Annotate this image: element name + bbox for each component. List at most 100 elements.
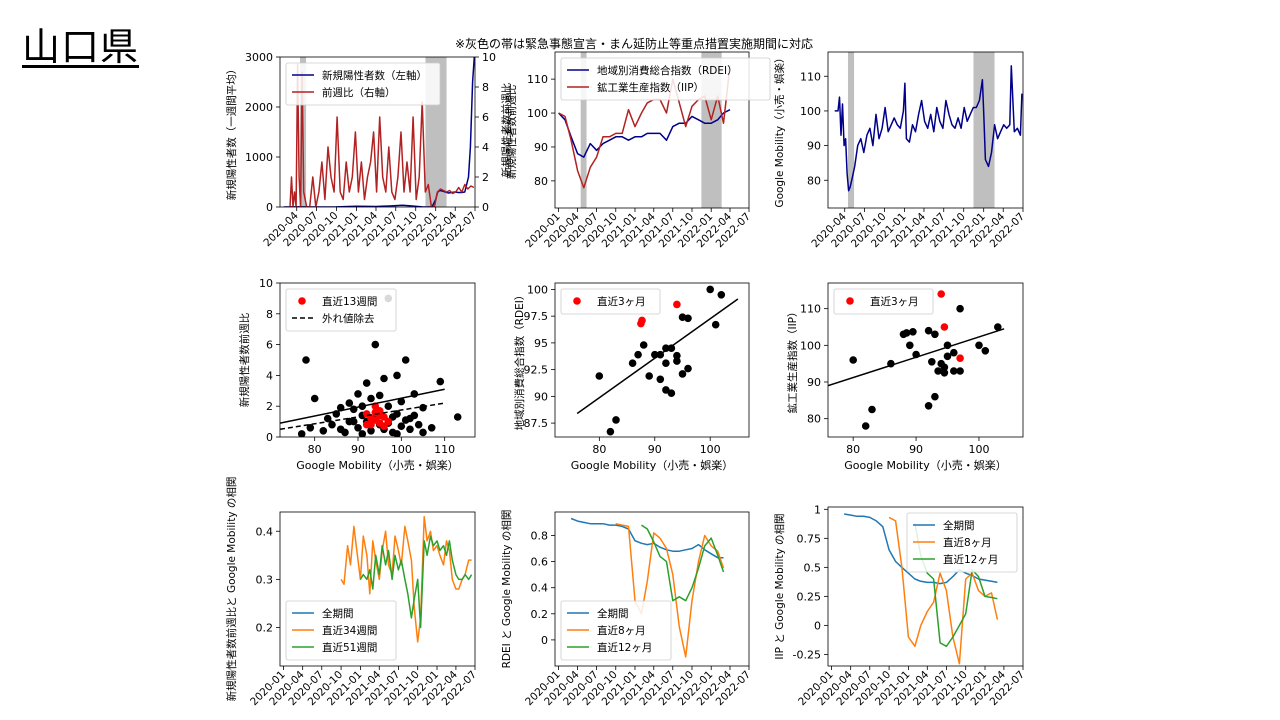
y-tick-label: 110 xyxy=(800,303,821,316)
y-tick-label: 80 xyxy=(807,413,821,426)
y-tick-label: 100 xyxy=(800,105,821,118)
plot-area xyxy=(844,513,999,665)
scatter-point xyxy=(612,416,620,424)
legend-label: 新規陽性者数（左軸） xyxy=(322,69,427,82)
chart-iip-correlation: -0.25 0 0.25 0.5 0.75 1 IIP と Google Mobility … xyxy=(773,503,1027,708)
scatter-point xyxy=(319,427,328,435)
legend-box xyxy=(560,288,661,315)
legend-marker xyxy=(573,297,581,305)
series-line-3 xyxy=(641,524,725,602)
y-tick-label: 0.25 xyxy=(797,590,822,603)
scatter-point xyxy=(371,340,380,349)
y-tick-label: 0 xyxy=(266,201,273,214)
y-tick-label: 0.6 xyxy=(531,556,549,569)
x-axis-label: Google Mobility（小売・娯楽） xyxy=(296,458,458,472)
y-tick-label: 6 xyxy=(482,111,489,124)
plot-area xyxy=(576,285,739,436)
y-axis-label: 新規陽性者数前週比と Google Mobility の相関 xyxy=(225,477,238,702)
figure-title: ※灰色の帯は緊急事態宣言・まん延防止等重点措置実施期間に対応 xyxy=(455,37,814,51)
scatter-point xyxy=(662,344,670,353)
scatter-point xyxy=(956,304,964,313)
scatter-point xyxy=(436,377,445,386)
legend-label: 前週比（右軸） xyxy=(322,86,396,99)
scatter-point xyxy=(940,369,949,377)
y-axis-label: 新規陽性者数（一週間平均） xyxy=(225,64,238,201)
y-tick-label: 90 xyxy=(807,140,821,153)
plot-frame xyxy=(279,282,476,438)
y-tick-label: 4 xyxy=(266,369,273,382)
plot-frame xyxy=(554,282,750,438)
scatter-point-recent xyxy=(638,316,646,325)
y-tick-label: 90 xyxy=(534,141,548,154)
scatter-point xyxy=(934,367,942,375)
scatter-point xyxy=(427,424,436,432)
chart-cases-timeseries: 0 1000 2000 3000 新規陽性者数（一週間平均） 0 2 4 6 8 10 新規陽性者数前… xyxy=(225,51,518,249)
scatter-point xyxy=(943,352,952,361)
plot-frame xyxy=(554,51,750,209)
scatter-point-recent xyxy=(384,417,393,426)
x-tick-label: 100 xyxy=(700,443,721,456)
y-tick-label: 97.5 xyxy=(524,310,549,323)
y-tick-label: 1000 xyxy=(245,151,273,164)
series-line-1 xyxy=(844,513,998,585)
legend-box xyxy=(285,600,397,661)
y-tick-label: 80 xyxy=(807,174,821,187)
y-tick-label: 2 xyxy=(482,171,489,184)
scatter-point-recent xyxy=(371,408,380,417)
legend-box xyxy=(285,62,441,106)
plot-frame xyxy=(827,282,1024,438)
scatter-point-recent xyxy=(673,300,681,309)
legend-label: 外れ値除去 xyxy=(322,312,375,325)
scatter-point xyxy=(406,414,414,423)
scatter-point xyxy=(297,430,306,437)
scatter-point xyxy=(397,397,406,406)
series-line-2 xyxy=(289,63,475,207)
scatter-point xyxy=(868,405,876,414)
y-axis-label: IIP と Google Mobility の相関 xyxy=(773,513,786,659)
scatter-point xyxy=(861,422,870,430)
legend-label: 直近8ヶ月 xyxy=(943,536,992,549)
scatter-point xyxy=(940,363,949,372)
legend-marker xyxy=(846,297,854,305)
scatter-point xyxy=(909,328,917,336)
y-tick-label: 110 xyxy=(800,70,821,83)
scatter-point xyxy=(349,405,358,414)
series-line-2 xyxy=(615,522,725,658)
scatter-point xyxy=(354,424,362,432)
scatter-point xyxy=(956,367,964,375)
x-axis-label: Google Mobility（小売・娯楽） xyxy=(844,458,1006,472)
scatter-point xyxy=(662,359,670,368)
legend-label: 全期間 xyxy=(943,519,975,532)
legend-label: 直近51週間 xyxy=(322,641,377,654)
legend-label: 直近3ヶ月 xyxy=(597,295,646,308)
scatter-point xyxy=(384,402,393,411)
scatter-point xyxy=(975,341,983,350)
scatter-point xyxy=(667,344,676,353)
scatter-point xyxy=(393,430,401,437)
fit-line xyxy=(280,388,445,424)
scatter-point xyxy=(950,367,958,375)
scatter-point xyxy=(994,323,1002,331)
x-tick-label: 80 xyxy=(592,443,606,456)
y-tick-label: 92.5 xyxy=(524,364,549,377)
y-tick-label: 0.2 xyxy=(531,608,549,621)
fit-line-robust xyxy=(280,402,445,431)
y-tick-label: 87.5 xyxy=(524,417,549,430)
y-tick-label: 8 xyxy=(482,81,489,94)
series-line-1 xyxy=(570,517,724,559)
scatter-point xyxy=(639,341,648,349)
scatter-point-recent xyxy=(937,290,945,298)
y-axis-label: 新規陽性者数前週比 xyxy=(238,313,251,408)
scatter-point xyxy=(924,402,933,410)
chart-rdei-iip-timeseries: 8090100110新規陽性者数前週比2020-012020-042020-07… xyxy=(500,51,771,250)
y-axis-label: 地域別消費総合指数（RDEI） xyxy=(513,290,526,431)
page-title: 山口県 xyxy=(22,25,140,69)
scatter-point xyxy=(306,424,315,432)
y-tick-label: 0.2 xyxy=(256,622,274,635)
y-tick-label: 10 xyxy=(259,277,273,290)
scatter-point xyxy=(634,350,642,359)
fit-line xyxy=(576,298,739,415)
plot-frame xyxy=(827,506,1024,667)
legend-box xyxy=(560,57,771,101)
y-axis-label: 鉱工業生産指数（IIP） xyxy=(786,306,799,413)
